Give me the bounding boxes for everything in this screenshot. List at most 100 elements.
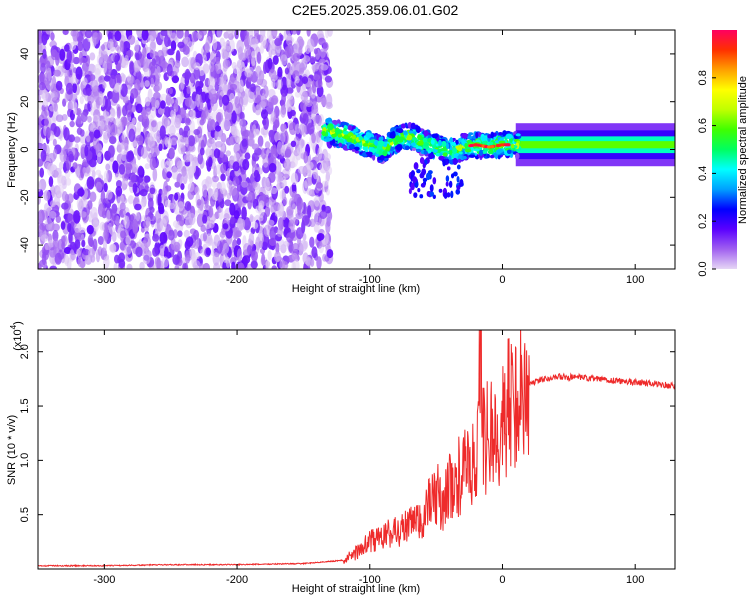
heatmap-cell	[478, 147, 483, 151]
heatmap-cell	[103, 134, 109, 144]
heatmap-cell	[180, 183, 185, 191]
heatmap-cell	[156, 81, 163, 91]
colorbar-tick-label: 0.0	[697, 261, 709, 276]
heatmap-cell	[149, 187, 156, 195]
heatmap-cell	[72, 107, 78, 115]
heatmap-cell	[346, 137, 353, 143]
heatmap-cell	[250, 260, 258, 269]
heatmap-cell	[389, 131, 396, 139]
figure-title: C2E5.2025.359.06.01.G02	[292, 2, 459, 18]
heatmap-cell	[298, 38, 305, 47]
heatmap-cell	[267, 57, 273, 70]
heatmap-cell	[302, 240, 309, 250]
heatmap-cell	[220, 173, 226, 182]
heatmap-cell	[195, 93, 201, 107]
heatmap-cell	[500, 143, 505, 147]
heatmap-cell	[147, 197, 154, 211]
heatmap-cell	[82, 159, 87, 167]
heatmap-cell	[325, 30, 330, 39]
heatmap-cell	[288, 240, 294, 254]
heatmap-cell	[100, 190, 106, 204]
heatmap-cell	[82, 77, 88, 86]
heatmap-cell	[427, 149, 432, 154]
heatmap-cell	[174, 264, 180, 269]
heatmap-cell	[89, 191, 97, 202]
heatmap-cell	[38, 81, 46, 91]
heatmap-cell	[38, 60, 42, 74]
heatmap-cell	[70, 30, 77, 37]
heatmap-cell	[271, 265, 278, 269]
heatmap-cell	[144, 80, 150, 88]
heatmap-cell	[182, 170, 188, 185]
heatmap-cell	[169, 32, 177, 42]
heatmap-cell	[93, 63, 102, 75]
heatmap-cell	[331, 139, 336, 144]
heatmap-cell	[90, 79, 99, 92]
heatmap-cell	[65, 177, 72, 186]
heatmap-cell	[161, 256, 169, 268]
heatmap-cell	[251, 181, 258, 188]
heatmap-cell	[55, 215, 62, 224]
heatmap-cell	[171, 166, 179, 180]
heatmap-cell	[273, 251, 281, 263]
snr-x-tick-label: 0	[499, 574, 505, 586]
heatmap-cell	[125, 235, 132, 246]
heatmap-cell	[128, 80, 134, 87]
heatmap-cell	[110, 123, 118, 136]
heatmap-cell	[157, 107, 165, 115]
heatmap-cell	[180, 110, 186, 119]
heatmap-cell	[38, 73, 46, 85]
heatmap-cell	[257, 232, 264, 245]
heatmap-cell	[97, 235, 104, 245]
heatmap-cell	[429, 184, 434, 192]
heatmap-cell	[55, 80, 63, 91]
heatmap-cell	[291, 182, 297, 194]
heatmap-cell	[324, 205, 332, 214]
heatmap-cell	[135, 53, 140, 61]
heatmap-cell	[233, 210, 240, 219]
heatmap-cell	[277, 182, 282, 190]
heatmap-cell	[260, 109, 269, 120]
heatmap-cell	[237, 262, 245, 269]
heatmap-cell	[152, 246, 159, 257]
heatmap-cell	[130, 88, 139, 99]
heatmap-cell	[96, 152, 102, 164]
heatmap-cell	[498, 132, 503, 136]
heatmap-cell	[277, 217, 284, 231]
heatmap-cell	[300, 93, 308, 102]
heatmap-cell	[115, 179, 123, 189]
heatmap-cell	[422, 162, 426, 169]
heatmap-cell	[347, 124, 353, 131]
heatmap-cell	[254, 104, 262, 116]
heatmap-cell	[423, 142, 430, 147]
heatmap-cell	[289, 109, 296, 117]
heatmap-cell	[224, 199, 232, 207]
heatmap-cell	[53, 102, 58, 112]
heatmap-cell	[108, 136, 117, 145]
heatmap-cell	[457, 158, 462, 163]
heatmap-cell	[194, 186, 200, 195]
heatmap-cell	[142, 253, 151, 265]
heatmap-y-tick-label: 0	[19, 146, 31, 152]
heatmap-cell	[321, 130, 326, 137]
heatmap-cell	[240, 52, 246, 61]
heatmap-cell	[270, 204, 277, 214]
heatmap-cell	[104, 111, 110, 119]
heatmap-cell	[107, 145, 115, 158]
heatmap-cell	[92, 238, 98, 252]
heatmap-cell	[324, 75, 332, 83]
heatmap-cell	[125, 162, 132, 171]
heatmap-cell	[303, 150, 308, 164]
heatmap-cell	[423, 150, 428, 155]
heatmap-cell	[316, 30, 324, 39]
heatmap-cell	[416, 168, 421, 174]
heatmap-cell	[408, 130, 414, 134]
heatmap-cell	[134, 78, 141, 91]
heatmap-cell	[270, 73, 278, 82]
heatmap-cell	[87, 247, 96, 259]
heatmap-cell	[257, 75, 263, 85]
heatmap-cell	[67, 213, 73, 223]
heatmap-cell	[341, 122, 349, 126]
heatmap-cell	[101, 44, 106, 51]
heatmap-cell	[281, 261, 289, 269]
